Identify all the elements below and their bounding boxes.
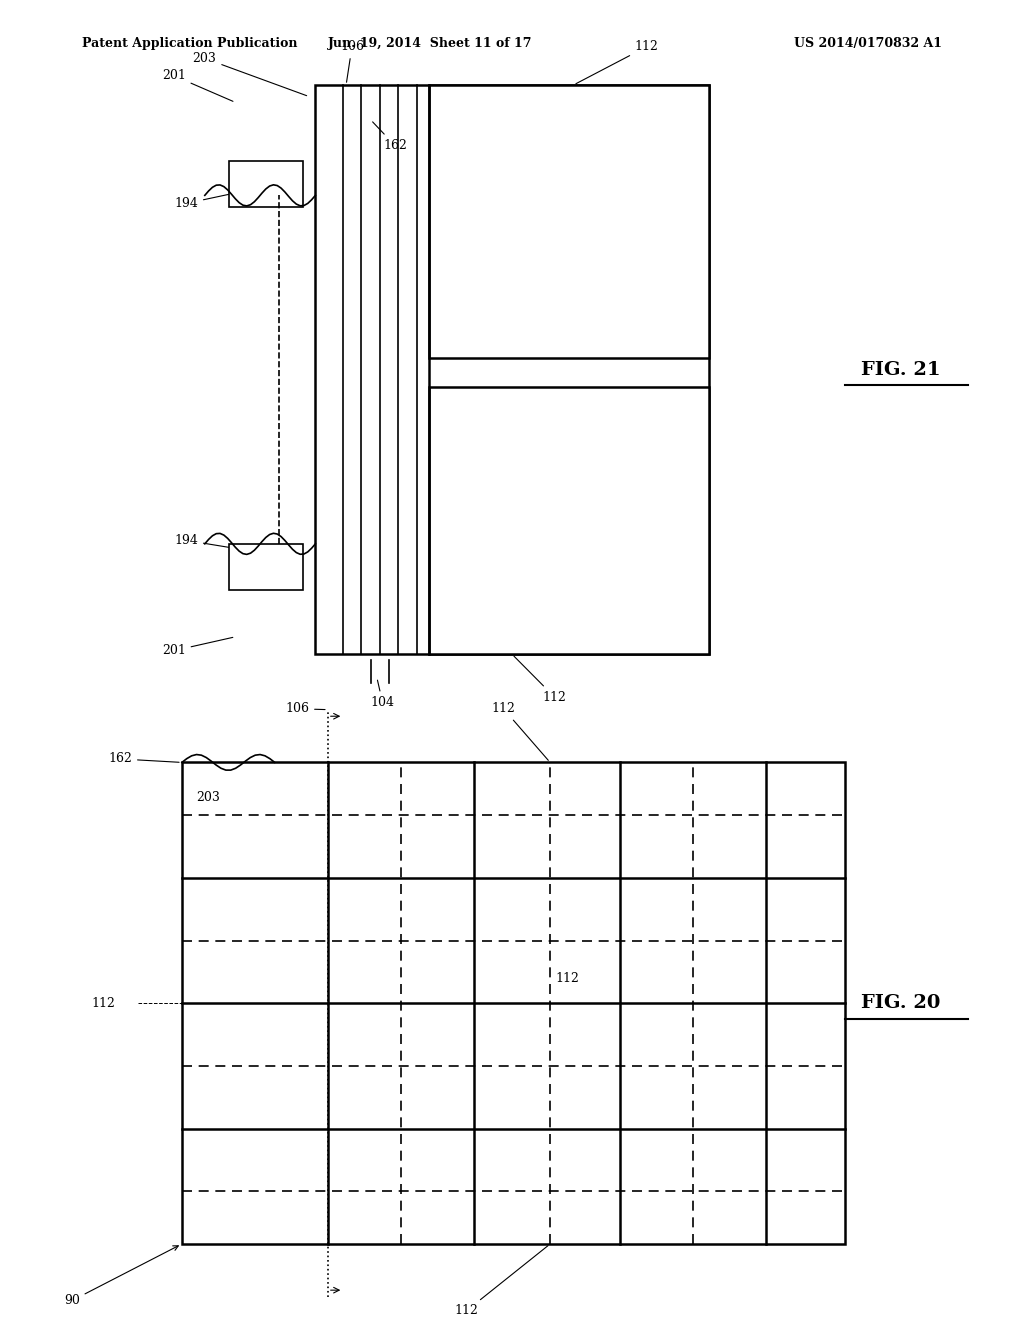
Text: 112: 112 [555, 972, 580, 985]
Text: FIG. 20: FIG. 20 [861, 994, 941, 1012]
Text: Jun. 19, 2014  Sheet 11 of 17: Jun. 19, 2014 Sheet 11 of 17 [328, 37, 532, 50]
Text: US 2014/0170832 A1: US 2014/0170832 A1 [794, 37, 942, 50]
Text: 112: 112 [492, 702, 548, 760]
Bar [229, 161, 303, 207]
Text: 201: 201 [162, 638, 232, 657]
Bar [229, 544, 303, 590]
Text: 112: 112 [455, 1246, 548, 1317]
Text: FIG. 21: FIG. 21 [861, 360, 941, 379]
Text: 106: 106 [340, 40, 364, 82]
Bar [182, 763, 846, 1243]
Text: 162: 162 [109, 752, 179, 766]
Text: 106: 106 [285, 702, 325, 715]
Text: 203: 203 [197, 791, 220, 804]
Text: 112: 112 [514, 656, 566, 704]
Text: 162: 162 [373, 121, 407, 152]
Text: 112: 112 [91, 997, 116, 1010]
Bar [315, 84, 709, 655]
Bar [429, 387, 709, 655]
Text: 201: 201 [162, 69, 233, 102]
Text: 112: 112 [575, 40, 658, 83]
Text: Patent Application Publication: Patent Application Publication [82, 37, 297, 50]
Text: 194: 194 [174, 185, 275, 210]
Text: 104: 104 [371, 680, 394, 709]
Text: 90: 90 [63, 1246, 178, 1307]
Text: 203: 203 [193, 51, 306, 95]
Text: 194: 194 [174, 533, 275, 554]
Bar [429, 84, 709, 358]
